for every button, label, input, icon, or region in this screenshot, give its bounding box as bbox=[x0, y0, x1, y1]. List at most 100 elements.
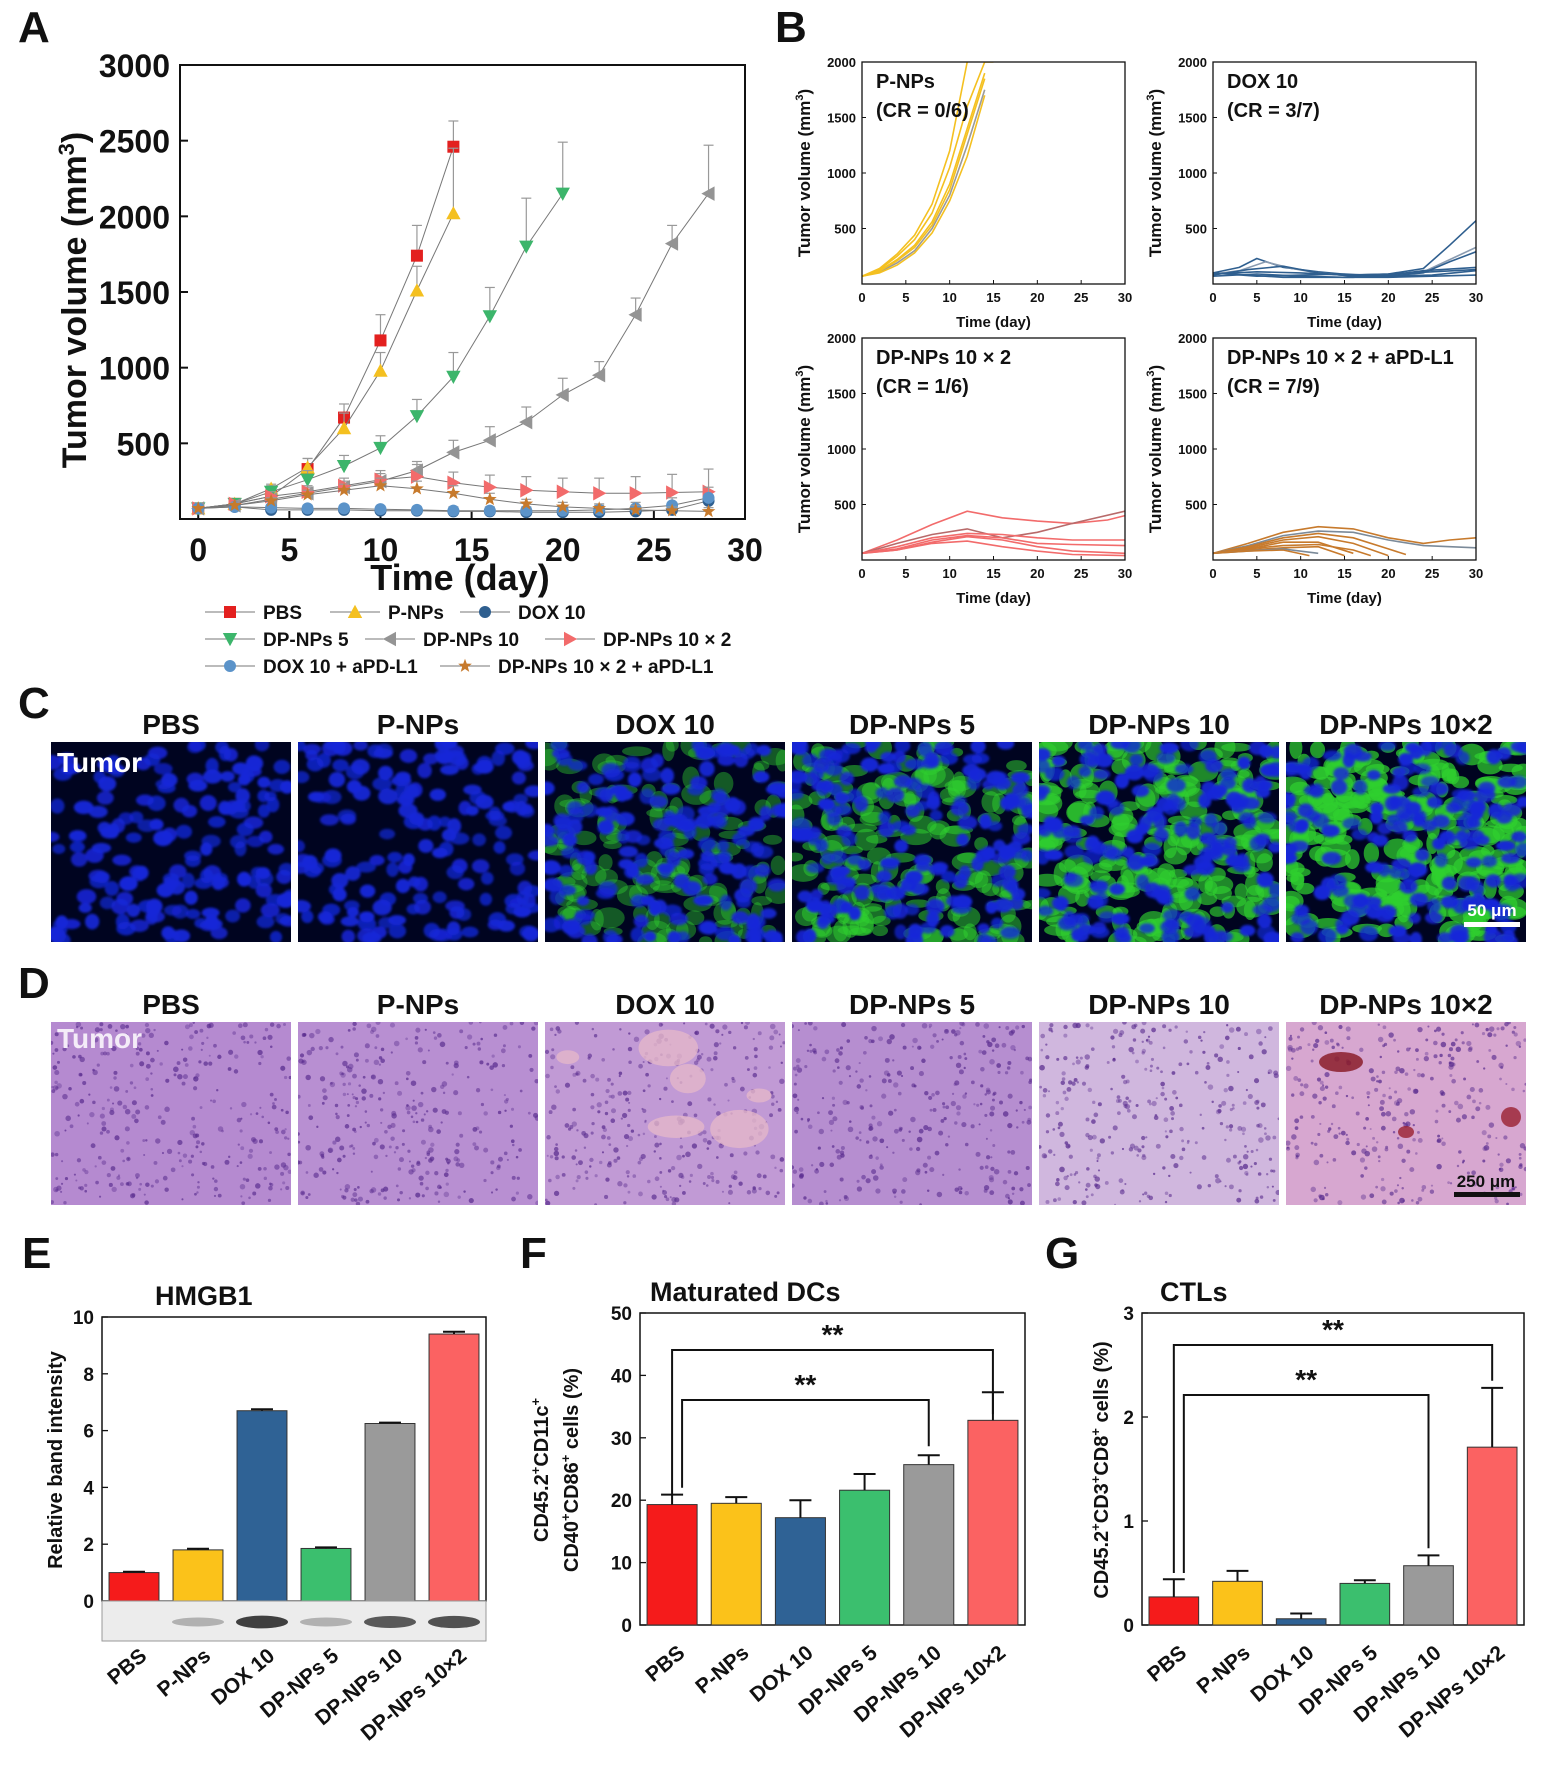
panel-c-nucleus bbox=[775, 782, 785, 799]
panel-d-nucleus bbox=[124, 1126, 130, 1132]
panel-d-nucleus bbox=[1244, 1145, 1247, 1148]
panel-d-nucleus bbox=[1073, 1173, 1077, 1176]
panel-a-data-point bbox=[519, 414, 533, 430]
panel-d-nucleus bbox=[298, 1140, 301, 1144]
panel-c-nucleus bbox=[70, 852, 88, 867]
panel-c-nucleus bbox=[1299, 764, 1313, 780]
panel-d-nucleus bbox=[124, 1033, 129, 1038]
panel-d-nucleus bbox=[283, 1075, 288, 1080]
panel-c-nucleus bbox=[391, 775, 412, 787]
panel-d-nucleus bbox=[1271, 1185, 1274, 1188]
panel-d-nucleus bbox=[981, 1050, 987, 1055]
panel-d-nucleus bbox=[1110, 1087, 1113, 1091]
panel-d-nucleus bbox=[411, 1105, 417, 1111]
panel-c-nucleus bbox=[710, 814, 728, 829]
panel-d-nucleus bbox=[707, 1097, 712, 1102]
panel-d-nucleus bbox=[1237, 1125, 1243, 1131]
panel-d-nucleus bbox=[1409, 1167, 1415, 1173]
panel-c-nucleus bbox=[104, 880, 120, 896]
bar-y-tick-label: 20 bbox=[611, 1491, 632, 1512]
panel-d-nucleus bbox=[859, 1105, 864, 1110]
panel-d-nucleus bbox=[621, 1112, 628, 1119]
panel-b-growth-curve bbox=[1213, 525, 1476, 555]
panel-d-nucleus bbox=[679, 1184, 682, 1187]
panel-d-nucleus bbox=[352, 1022, 357, 1027]
panel-b-growth-curve bbox=[862, 95, 986, 277]
panel-d-nucleus bbox=[325, 1046, 329, 1050]
panel-d-nucleus bbox=[1437, 1134, 1441, 1138]
panel-d-nucleus bbox=[1430, 1076, 1434, 1081]
panel-d-nucleus bbox=[1457, 1103, 1464, 1110]
panel-d-nucleus bbox=[630, 1129, 635, 1133]
panel-d-nucleus bbox=[1045, 1199, 1050, 1204]
panel-d-nucleus bbox=[64, 1177, 69, 1181]
panel-d-nucleus bbox=[1273, 1070, 1279, 1076]
panel-d-nucleus bbox=[651, 1194, 657, 1200]
panel-d-nucleus bbox=[1141, 1135, 1146, 1141]
panel-d-nucleus bbox=[1401, 1186, 1404, 1190]
panel-d-nucleus bbox=[144, 1022, 150, 1028]
panel-d-nucleus bbox=[1389, 1191, 1394, 1196]
panel-d-nucleus bbox=[1448, 1061, 1452, 1065]
panel-d-nucleus bbox=[697, 1163, 703, 1169]
panel-c-nucleus bbox=[1064, 844, 1084, 859]
panel-d-nucleus bbox=[1061, 1077, 1066, 1081]
panel-b-y-axis-label-tail: ) bbox=[1146, 89, 1165, 95]
panel-c-nucleus bbox=[1051, 896, 1069, 911]
panel-d-nucleus bbox=[804, 1065, 808, 1069]
panel-d-nucleus bbox=[517, 1045, 521, 1049]
panel-d-nucleus bbox=[662, 1190, 668, 1196]
panel-b-y-axis-label: Tumor volume (mm3) bbox=[794, 365, 814, 533]
panel-d-nucleus bbox=[248, 1148, 254, 1153]
panel-d-nucleus bbox=[623, 1134, 630, 1140]
panel-d-nucleus bbox=[644, 1119, 647, 1122]
panel-c-nucleus bbox=[1317, 927, 1337, 942]
panel-c-nucleus bbox=[359, 911, 375, 923]
panel-c-nucleus bbox=[471, 763, 485, 775]
panel-d-nucleus bbox=[671, 1196, 677, 1203]
panel-d-nucleus bbox=[260, 1055, 264, 1059]
panel-d-nucleus bbox=[727, 1189, 733, 1195]
panel-d-nucleus bbox=[1483, 1067, 1486, 1070]
panel-b-y-tick-label: 500 bbox=[834, 498, 856, 513]
panel-c-nucleus bbox=[576, 895, 590, 906]
panel-d-nucleus bbox=[100, 1051, 104, 1056]
panel-c-nucleus bbox=[1465, 857, 1482, 868]
panel-d-nucleus bbox=[1519, 1143, 1526, 1149]
panel-c-nucleus bbox=[1093, 769, 1111, 780]
panel-a-data-point bbox=[410, 469, 425, 484]
panel-d-nucleus bbox=[365, 1199, 370, 1204]
panel-d-nucleus bbox=[478, 1130, 483, 1134]
panel-d-nucleus bbox=[96, 1063, 100, 1067]
panel-c-nucleus bbox=[480, 871, 494, 885]
panel-c-nucleus bbox=[1183, 926, 1204, 938]
panel-a-legend-marker bbox=[224, 606, 236, 618]
panel-d-nucleus bbox=[1226, 1073, 1230, 1077]
panel-d-nucleus bbox=[876, 1121, 883, 1127]
panel-c-nucleus bbox=[915, 800, 930, 811]
panel-d-nucleus bbox=[335, 1112, 338, 1116]
panel-c-nucleus bbox=[298, 840, 306, 853]
panel-d-nucleus bbox=[1436, 1163, 1442, 1170]
panel-d-nucleus bbox=[322, 1095, 328, 1101]
panel-c-nucleus bbox=[395, 878, 411, 894]
panel-b-growth-curve bbox=[1213, 532, 1407, 556]
panel-d-nucleus bbox=[1057, 1121, 1063, 1127]
panel-c-nucleus bbox=[1382, 783, 1402, 794]
panel-d-nucleus bbox=[150, 1057, 155, 1063]
panel-c-nucleus bbox=[418, 839, 434, 853]
panel-d-nucleus bbox=[1076, 1081, 1079, 1084]
panel-d-nucleus bbox=[510, 1139, 515, 1144]
panel-d-nucleus bbox=[1019, 1187, 1024, 1192]
panel-d-nucleus bbox=[770, 1094, 775, 1099]
panel-c-column-title: DP-NPs 5 bbox=[849, 709, 975, 740]
panel-d-nucleus bbox=[884, 1057, 890, 1063]
panel-b-x-tick-label: 20 bbox=[1381, 566, 1395, 581]
panel-c-nucleus bbox=[877, 763, 895, 775]
panel-d-nucleus bbox=[659, 1185, 662, 1188]
panel-c-nucleus bbox=[1249, 835, 1267, 852]
panel-c-nucleus bbox=[525, 742, 538, 750]
panel-d-nucleus bbox=[1277, 1117, 1279, 1121]
panel-b-subplot-label: DOX 10 bbox=[1227, 71, 1298, 93]
